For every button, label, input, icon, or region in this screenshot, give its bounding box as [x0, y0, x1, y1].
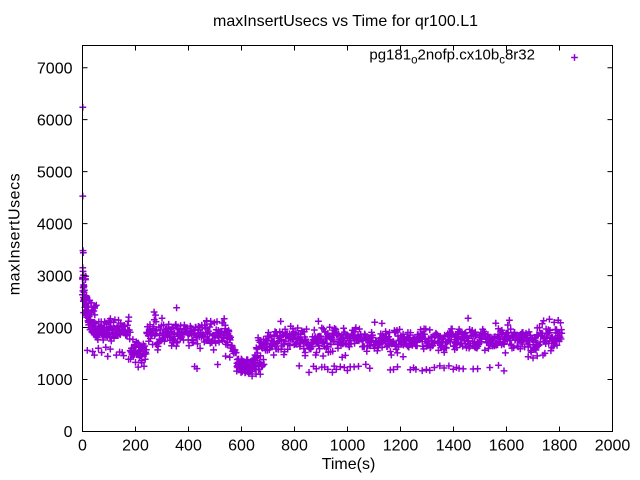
svg-text:4000: 4000 — [37, 216, 73, 233]
svg-text:7000: 7000 — [37, 60, 73, 77]
svg-text:1600: 1600 — [489, 438, 525, 455]
svg-text:3000: 3000 — [37, 268, 73, 285]
svg-text:200: 200 — [122, 438, 149, 455]
svg-text:2000: 2000 — [37, 320, 73, 337]
svg-text:1800: 1800 — [542, 438, 578, 455]
svg-text:1200: 1200 — [383, 438, 419, 455]
svg-text:Time(s): Time(s) — [322, 456, 376, 473]
svg-text:1400: 1400 — [436, 438, 472, 455]
svg-text:5000: 5000 — [37, 164, 73, 181]
svg-text:1000: 1000 — [330, 438, 366, 455]
svg-text:maxInsertUsecs vs Time for qr1: maxInsertUsecs vs Time for qr100.L1 — [213, 13, 478, 30]
svg-text:400: 400 — [175, 438, 202, 455]
svg-text:2000: 2000 — [595, 438, 631, 455]
svg-text:800: 800 — [281, 438, 308, 455]
svg-text:6000: 6000 — [37, 112, 73, 129]
svg-text:1000: 1000 — [37, 372, 73, 389]
svg-text:pg181o2nofp.cx10bc8r32: pg181o2nofp.cx10bc8r32 — [369, 47, 535, 67]
svg-text:0: 0 — [78, 438, 87, 455]
svg-text:600: 600 — [228, 438, 255, 455]
svg-text:0: 0 — [64, 424, 73, 441]
svg-text:maxInsertUsecs: maxInsertUsecs — [7, 173, 24, 295]
